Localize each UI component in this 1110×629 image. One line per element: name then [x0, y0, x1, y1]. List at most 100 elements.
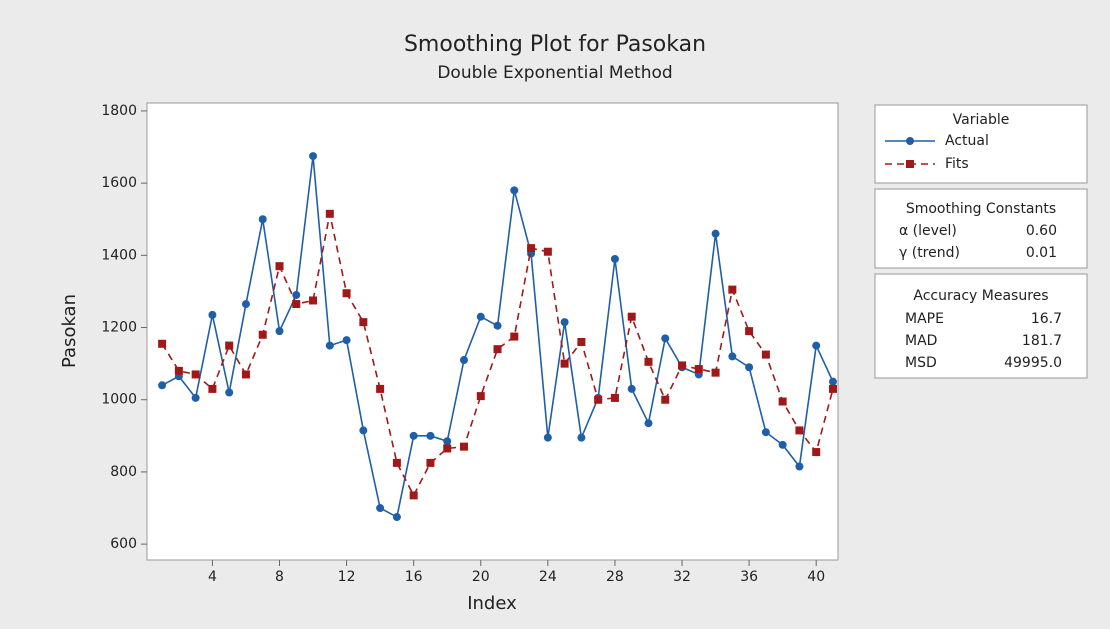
point	[644, 357, 653, 366]
point	[376, 384, 385, 393]
plot-area	[146, 102, 839, 561]
table-label: MAD	[905, 333, 937, 349]
point	[359, 318, 368, 327]
y-axis-label: Pasokan	[59, 294, 80, 368]
table-value: 181.7	[1022, 333, 1062, 349]
table-value: 16.7	[1031, 311, 1062, 327]
point	[728, 285, 737, 294]
chart-subtitle: Double Exponential Method	[437, 63, 672, 83]
point	[158, 339, 167, 348]
table-label: γ (trend)	[899, 245, 960, 261]
point	[443, 437, 452, 446]
point	[191, 370, 200, 379]
point	[459, 356, 468, 365]
point	[778, 440, 787, 449]
x-tick-label: 8	[275, 569, 284, 585]
x-tick-label: 20	[472, 569, 490, 585]
x-tick-label: 36	[740, 569, 758, 585]
point	[191, 393, 200, 402]
point	[745, 327, 754, 336]
chart-title: Smoothing Plot for Pasokan	[404, 32, 706, 57]
point	[761, 428, 770, 437]
point	[275, 327, 284, 336]
point	[543, 433, 552, 442]
x-tick-label: 28	[606, 569, 624, 585]
accuracy-title: Accuracy Measures	[913, 288, 1048, 304]
point	[208, 384, 217, 393]
point	[560, 318, 569, 327]
constants-title: Smoothing Constants	[906, 201, 1056, 217]
point	[560, 359, 569, 368]
point	[426, 458, 435, 467]
point	[828, 377, 837, 386]
x-axis-label: Index	[467, 593, 517, 614]
point	[225, 341, 234, 350]
y-tick-label: 1800	[101, 103, 137, 119]
table-value: 0.01	[1026, 245, 1057, 261]
point	[828, 384, 837, 393]
y-tick-label: 1000	[101, 392, 137, 408]
table-value: 0.60	[1026, 223, 1057, 239]
point	[392, 458, 401, 467]
table-label: α (level)	[899, 223, 957, 239]
point	[510, 332, 519, 341]
point	[359, 426, 368, 435]
point	[906, 160, 914, 168]
legend-label: Fits	[945, 156, 969, 172]
accuracy-box	[874, 273, 1088, 379]
point	[309, 152, 318, 161]
point	[610, 254, 619, 263]
point	[711, 229, 720, 238]
point	[241, 370, 250, 379]
point	[443, 444, 452, 453]
point	[661, 395, 670, 404]
point	[761, 350, 770, 359]
point	[694, 365, 703, 374]
point	[409, 431, 418, 440]
point	[426, 431, 435, 440]
point	[543, 247, 552, 256]
series-line	[161, 213, 834, 498]
point	[812, 341, 821, 350]
point	[342, 289, 351, 298]
y-tick-label: 1400	[101, 247, 137, 263]
x-tick-label: 40	[807, 569, 825, 585]
point	[325, 341, 334, 350]
point	[711, 368, 720, 377]
legend-label: Actual	[945, 133, 989, 149]
point	[627, 384, 636, 393]
point	[594, 395, 603, 404]
point	[610, 393, 619, 402]
point	[812, 448, 821, 457]
point	[342, 336, 351, 345]
point	[493, 321, 502, 330]
point	[627, 312, 636, 321]
point	[208, 310, 217, 319]
point	[158, 381, 167, 390]
point	[409, 491, 418, 500]
point	[325, 209, 334, 218]
constants-box	[874, 188, 1088, 269]
point	[795, 426, 804, 435]
point	[795, 462, 804, 471]
point	[275, 262, 284, 271]
point	[376, 504, 385, 513]
point	[778, 397, 787, 406]
point	[174, 366, 183, 375]
point	[225, 388, 234, 397]
point	[459, 442, 468, 451]
point	[258, 330, 267, 339]
point	[661, 334, 670, 343]
y-tick-label: 600	[110, 536, 137, 552]
point	[906, 137, 914, 145]
table-label: MSD	[905, 355, 937, 371]
table-label: MAPE	[905, 311, 944, 327]
y-tick-label: 1600	[101, 175, 137, 191]
point	[728, 352, 737, 361]
point	[476, 392, 485, 401]
table-value: 49995.0	[1004, 355, 1062, 371]
point	[644, 419, 653, 428]
point	[577, 433, 586, 442]
point	[258, 215, 267, 224]
